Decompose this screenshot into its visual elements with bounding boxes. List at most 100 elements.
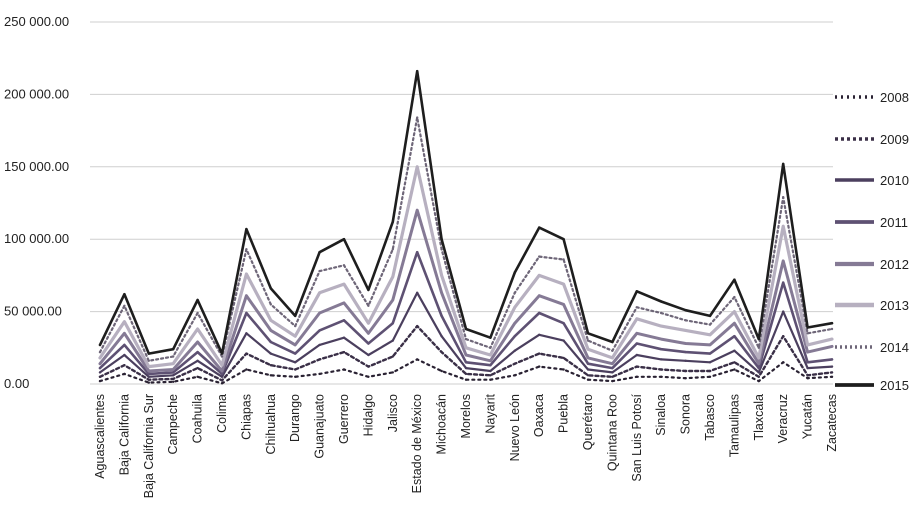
data-point	[391, 248, 394, 251]
x-tick-label: Baja California	[117, 394, 131, 475]
data-point	[708, 314, 712, 318]
data-point	[98, 371, 102, 374]
data-point	[147, 381, 150, 384]
data-point	[196, 359, 199, 362]
x-tick-label: Tabasco	[703, 394, 717, 441]
data-point	[172, 355, 175, 358]
x-tick-label: Nuevo León	[508, 394, 522, 461]
data-point	[782, 162, 785, 166]
legend-item: 2014	[835, 340, 909, 355]
series-2012	[98, 208, 834, 373]
data-point	[733, 361, 736, 364]
data-point	[708, 361, 712, 364]
data-point	[245, 248, 248, 251]
data-point	[98, 366, 102, 370]
data-point	[733, 295, 736, 299]
data-point	[806, 361, 809, 364]
data-point	[98, 379, 102, 383]
legend-label: 2013	[880, 298, 909, 313]
data-point	[489, 364, 492, 367]
data-point	[660, 300, 663, 303]
data-point	[318, 372, 321, 376]
data-point	[757, 362, 760, 365]
data-point	[245, 352, 248, 355]
data-point	[367, 322, 370, 325]
data-point	[513, 349, 516, 352]
data-point	[635, 317, 638, 320]
x-tick-label: Sinaloa	[654, 394, 668, 436]
data-point	[733, 310, 736, 313]
data-point	[586, 339, 590, 342]
data-point	[806, 326, 809, 329]
data-point	[416, 116, 419, 119]
data-point	[708, 333, 712, 336]
data-point	[220, 352, 224, 355]
data-point	[294, 343, 297, 347]
x-tick-label: Yucatán	[801, 394, 815, 439]
data-point	[172, 348, 175, 351]
data-point	[294, 324, 297, 328]
data-point	[123, 332, 126, 335]
data-point	[586, 374, 590, 377]
data-point	[342, 238, 346, 241]
data-point	[513, 335, 516, 338]
x-tick-label: Morelos	[459, 394, 473, 438]
data-point	[342, 264, 346, 267]
data-point	[98, 356, 102, 360]
data-point	[269, 329, 272, 332]
data-point	[562, 339, 565, 342]
data-point	[196, 340, 199, 344]
data-point	[123, 320, 126, 323]
data-point	[830, 375, 834, 378]
data-point	[660, 337, 663, 341]
data-point	[220, 369, 224, 373]
x-tick-label: Veracruz	[776, 394, 790, 443]
x-tick-label: Zacatecas	[825, 394, 839, 452]
data-point	[367, 332, 370, 335]
x-axis-tick-labels: Aguascalientes Baja California Baja Califo…	[93, 393, 839, 498]
legend-label: 2010	[880, 173, 909, 188]
x-tick-label: Estado de México	[410, 394, 424, 493]
data-point	[635, 332, 638, 335]
data-point	[123, 353, 126, 357]
data-point	[586, 378, 590, 381]
data-point	[172, 380, 175, 383]
data-point	[123, 304, 126, 307]
data-point	[245, 368, 248, 371]
y-tick-label: 150 000.00	[4, 159, 69, 174]
data-point	[367, 353, 370, 357]
data-point	[196, 350, 199, 354]
y-tick-label: 0.00	[4, 376, 29, 391]
x-tick-label: Aguascalientes	[93, 394, 107, 479]
data-point	[440, 248, 443, 251]
data-point	[830, 322, 834, 325]
data-point	[538, 352, 541, 355]
legend-label: 2015	[880, 378, 909, 393]
data-point	[782, 196, 785, 199]
data-point	[440, 238, 443, 241]
data-point	[342, 282, 346, 286]
data-point	[269, 364, 272, 367]
data-point	[98, 350, 102, 354]
data-point	[830, 365, 834, 368]
data-point	[172, 374, 175, 377]
data-point	[464, 337, 468, 341]
data-point	[147, 375, 150, 378]
data-point	[367, 288, 370, 292]
data-point	[708, 369, 712, 373]
data-point	[464, 353, 468, 357]
data-point	[708, 343, 712, 347]
y-tick-label: 250 000.00	[4, 14, 69, 29]
x-tick-label: Jalisco	[386, 394, 400, 432]
series-2013	[98, 165, 834, 369]
data-point	[513, 374, 516, 377]
data-point	[342, 368, 346, 371]
data-point	[269, 374, 272, 377]
data-point	[196, 366, 199, 370]
data-point	[660, 375, 663, 378]
legend-label: 2008	[880, 90, 909, 105]
data-point	[562, 356, 565, 360]
data-point	[391, 371, 394, 374]
data-point	[489, 336, 492, 339]
